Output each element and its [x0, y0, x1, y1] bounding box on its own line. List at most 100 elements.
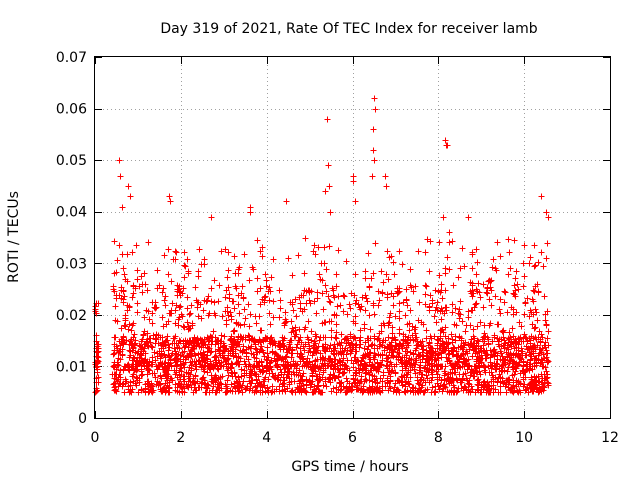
data-point	[127, 193, 134, 200]
data-point	[155, 363, 162, 370]
data-point	[110, 283, 117, 290]
data-point	[187, 310, 194, 317]
data-point	[439, 341, 446, 348]
data-point	[121, 322, 128, 329]
data-point	[257, 285, 264, 292]
data-point	[305, 349, 312, 356]
data-point	[444, 375, 451, 382]
data-point	[184, 305, 191, 312]
data-point	[535, 389, 542, 396]
data-point	[519, 348, 526, 355]
data-point	[259, 369, 266, 376]
data-point	[136, 357, 143, 364]
data-point	[465, 387, 472, 394]
data-point	[261, 299, 268, 306]
data-point	[310, 342, 317, 349]
data-point	[146, 367, 153, 374]
data-point	[490, 256, 497, 263]
data-point	[246, 277, 253, 284]
data-point	[371, 157, 378, 164]
data-point	[333, 321, 340, 328]
data-point	[283, 198, 290, 205]
data-point	[146, 316, 153, 323]
data-point	[438, 287, 445, 294]
data-point	[527, 254, 534, 261]
data-point	[473, 340, 480, 347]
data-point	[422, 249, 429, 256]
data-point	[468, 290, 475, 297]
data-point	[162, 368, 169, 375]
data-point	[412, 370, 419, 377]
data-point	[494, 335, 501, 342]
data-point	[353, 348, 360, 355]
data-point	[482, 369, 489, 376]
data-point	[303, 382, 310, 389]
data-point	[206, 389, 213, 396]
data-point	[463, 322, 470, 329]
data-point	[344, 378, 351, 385]
data-point	[532, 306, 539, 313]
data-point	[503, 349, 510, 356]
data-point	[208, 214, 215, 221]
data-point	[328, 327, 335, 334]
data-point	[390, 353, 397, 360]
data-point	[130, 334, 137, 341]
x-tick-label: 0	[91, 430, 100, 446]
data-point	[523, 352, 530, 359]
data-point	[159, 289, 166, 296]
data-point	[508, 354, 515, 361]
data-point	[485, 278, 492, 285]
data-point	[357, 337, 364, 344]
data-point	[538, 388, 545, 395]
data-point	[294, 350, 301, 357]
data-point	[448, 378, 455, 385]
data-point	[129, 294, 136, 301]
x-tick-label: 12	[601, 430, 619, 446]
data-point	[218, 362, 225, 369]
data-point	[265, 387, 272, 394]
data-point	[240, 378, 247, 385]
data-point	[399, 261, 406, 268]
data-point	[495, 338, 502, 345]
data-point	[461, 263, 468, 270]
data-point	[370, 147, 377, 154]
data-point	[442, 363, 449, 370]
data-point	[424, 350, 431, 357]
data-point	[258, 358, 265, 365]
data-point	[412, 324, 419, 331]
y-tick-label: 0.01	[56, 359, 87, 375]
data-point	[150, 332, 157, 339]
data-point	[128, 342, 135, 349]
data-point	[475, 376, 482, 383]
data-point	[173, 302, 180, 309]
data-point	[423, 372, 430, 379]
data-point	[373, 388, 380, 395]
data-point	[313, 310, 320, 317]
data-point	[353, 341, 360, 348]
data-point	[254, 237, 261, 244]
data-point	[264, 357, 271, 364]
data-point	[432, 383, 439, 390]
data-point	[537, 360, 544, 367]
data-point	[125, 183, 132, 190]
data-point	[387, 378, 394, 385]
data-point	[432, 356, 439, 363]
data-point	[256, 366, 263, 373]
data-point	[350, 335, 357, 342]
data-point	[402, 389, 409, 396]
data-point	[433, 304, 440, 311]
data-point	[188, 302, 195, 309]
y-axis-label: ROTI / TECUs	[6, 191, 22, 283]
data-point	[333, 283, 340, 290]
data-point	[521, 381, 528, 388]
data-point	[235, 321, 242, 328]
data-point	[326, 318, 333, 325]
data-point	[338, 339, 345, 346]
data-point	[375, 288, 382, 295]
data-point	[487, 389, 494, 396]
data-point	[249, 377, 256, 384]
data-point	[487, 354, 494, 361]
data-point	[505, 271, 512, 278]
data-point	[524, 295, 531, 302]
data-point	[439, 295, 446, 302]
